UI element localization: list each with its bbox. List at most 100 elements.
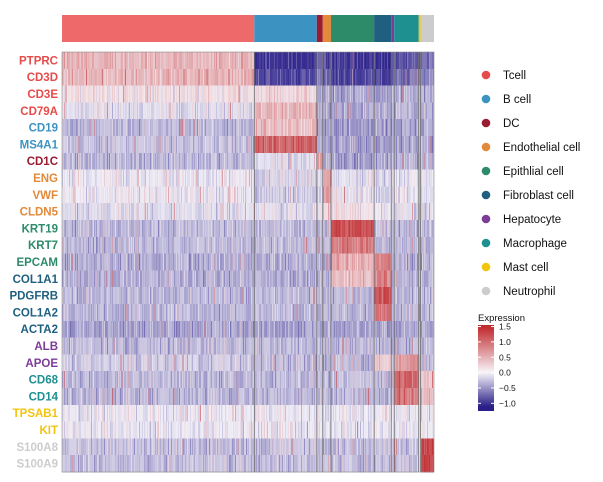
- heatmap-cell-stripe: [198, 220, 200, 238]
- heatmap-cell-stripe: [336, 136, 337, 154]
- heatmap-cell-stripe: [334, 320, 336, 338]
- heatmap-cell-stripe: [209, 203, 211, 221]
- heatmap-cell-stripe: [187, 68, 189, 86]
- heatmap-cell-stripe: [151, 253, 153, 271]
- heatmap-cell-stripe: [377, 68, 379, 86]
- heatmap-cell-stripe: [368, 320, 370, 338]
- heatmap-cell-stripe: [201, 186, 203, 204]
- heatmap-cell-stripe: [68, 287, 70, 305]
- heatmap-cell-stripe: [223, 371, 225, 389]
- heatmap-cell-stripe: [343, 119, 345, 137]
- heatmap-cell: [62, 388, 255, 406]
- heatmap-cell-stripe: [278, 354, 280, 372]
- heatmap-cell-stripe: [158, 253, 160, 271]
- heatmap-cell-stripe: [155, 169, 157, 187]
- heatmap-cell-stripe: [164, 337, 166, 355]
- heatmap-cell-stripe: [430, 52, 432, 70]
- heatmap-cell-stripe: [356, 354, 358, 372]
- heatmap-cell-stripe: [355, 320, 357, 338]
- heatmap-cell-stripe: [166, 220, 168, 238]
- heatmap-cell-stripe: [294, 203, 296, 221]
- heatmap-cell-stripe: [427, 136, 429, 154]
- heatmap-cell-stripe: [129, 354, 131, 372]
- heatmap-cell-stripe: [220, 320, 222, 338]
- heatmap-cell-stripe: [272, 102, 274, 120]
- heatmap-cell-stripe: [377, 287, 379, 305]
- heatmap-cell-stripe: [150, 102, 152, 120]
- heatmap-cell-stripe: [206, 136, 207, 154]
- heatmap-cell-stripe: [188, 304, 190, 322]
- heatmap-cell-stripe: [367, 169, 369, 187]
- heatmap-cell-stripe: [290, 220, 292, 238]
- heatmap-cell-stripe: [272, 68, 274, 86]
- heatmap-cell-stripe: [204, 388, 206, 406]
- heatmap-cell-stripe: [422, 136, 424, 154]
- heatmap-cell-stripe: [384, 102, 386, 120]
- heatmap-cell-stripe: [369, 136, 371, 154]
- heatmap-cell-stripe: [121, 136, 123, 154]
- heatmap-cell-stripe: [155, 371, 157, 389]
- heatmap-cell-stripe: [259, 220, 261, 238]
- heatmap-cell-stripe: [410, 354, 412, 372]
- heatmap-cell-stripe: [310, 68, 312, 86]
- heatmap-cell-stripe: [66, 320, 68, 338]
- heatmap-cell-stripe: [63, 337, 65, 355]
- heatmap-cell-stripe: [339, 186, 341, 204]
- heatmap-cell-stripe: [103, 270, 105, 288]
- heatmap-cell-stripe: [430, 68, 432, 86]
- heatmap-cell-stripe: [278, 119, 280, 137]
- heatmap-cell-stripe: [209, 85, 211, 103]
- heatmap-cell-stripe: [215, 119, 217, 137]
- heatmap-cell-stripe: [356, 85, 358, 103]
- heatmap-cell-stripe: [139, 68, 141, 86]
- heatmap-cell-stripe: [256, 85, 258, 103]
- heatmap-cell-stripe: [67, 119, 69, 137]
- heatmap-cell-stripe: [105, 354, 107, 372]
- heatmap-cell-stripe: [364, 253, 366, 271]
- heatmap-cell-stripe: [186, 270, 188, 288]
- heatmap-cell-stripe: [415, 152, 416, 170]
- heatmap-cell-stripe: [270, 270, 272, 288]
- heatmap-cell-stripe: [283, 270, 285, 288]
- heatmap-cell-stripe: [399, 253, 401, 271]
- heatmap-cell-stripe: [182, 85, 184, 103]
- heatmap-cell-stripe: [334, 52, 336, 70]
- heatmap-cell-stripe: [254, 253, 256, 271]
- heatmap-cell-stripe: [394, 320, 396, 338]
- heatmap-cell-stripe: [174, 304, 176, 322]
- heatmap-cell-stripe: [97, 152, 99, 170]
- heatmap-cell-stripe: [153, 371, 155, 389]
- heatmap-cell-stripe: [267, 371, 269, 389]
- heatmap-cell-stripe: [118, 388, 120, 406]
- heatmap-cell-stripe: [214, 388, 216, 406]
- heatmap-cell-stripe: [226, 371, 228, 389]
- heatmap-cell-stripe: [241, 253, 243, 271]
- heatmap-cell-stripe: [179, 186, 180, 204]
- heatmap-cell-stripe: [116, 270, 118, 288]
- heatmap-cell-stripe: [76, 152, 78, 170]
- heatmap-cell-stripe: [135, 152, 137, 170]
- heatmap-cell-stripe: [424, 371, 426, 389]
- heatmap-cell-stripe: [307, 320, 309, 338]
- heatmap-cell-stripe: [182, 388, 184, 406]
- heatmap-cell-stripe: [317, 337, 319, 355]
- heatmap-cell-stripe: [339, 337, 341, 355]
- heatmap-cell-stripe: [123, 186, 124, 204]
- heatmap-cell-stripe: [118, 320, 119, 338]
- heatmap-cell-stripe: [161, 388, 163, 406]
- heatmap-cell-stripe: [190, 102, 191, 120]
- heatmap-cell-stripe: [342, 354, 344, 372]
- heatmap-cell-stripe: [308, 354, 310, 372]
- heatmap-cell-stripe: [259, 203, 261, 221]
- heatmap-cell-stripe: [286, 186, 288, 204]
- heatmap-cell-stripe: [195, 287, 196, 305]
- heatmap-cell-stripe: [206, 337, 208, 355]
- heatmap-cell-stripe: [183, 337, 185, 355]
- heatmap-cell-stripe: [150, 85, 151, 103]
- heatmap-cell-stripe: [160, 337, 162, 355]
- heatmap-cell-stripe: [375, 354, 377, 372]
- heatmap-cell-stripe: [326, 186, 328, 204]
- heatmap-cell-stripe: [318, 337, 320, 355]
- heatmap-cell-stripe: [86, 52, 87, 70]
- heatmap-cell-stripe: [397, 253, 399, 271]
